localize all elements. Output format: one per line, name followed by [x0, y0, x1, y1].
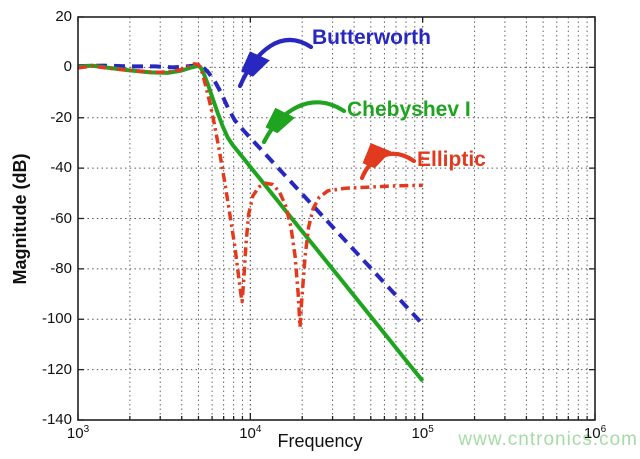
- y-tick-label: -120: [41, 360, 72, 378]
- grid-lines: [78, 17, 595, 420]
- y-tick-label: 20: [55, 8, 72, 25]
- plot-border: [77, 16, 596, 421]
- x-tick-label: 105: [411, 424, 434, 443]
- y-tick-label: -60: [50, 209, 72, 227]
- y-tick-label: -40: [50, 159, 72, 177]
- watermark-text: www.cntronics.com: [458, 429, 638, 450]
- y-tick-label: -20: [50, 108, 72, 126]
- annotation-arrow-1: [237, 37, 314, 89]
- y-tick-label: 0: [63, 58, 72, 76]
- y-tick-label: -80: [50, 259, 72, 277]
- y-tick-label: -140: [41, 411, 72, 428]
- annotation-arrow-2: [261, 100, 347, 145]
- series-elliptic: [77, 62, 423, 329]
- annotation-label-elliptic: Elliptic: [417, 148, 486, 171]
- x-axis-title: Frequency: [277, 431, 363, 451]
- annotation-arrow-3: [359, 154, 417, 181]
- x-tick-label: 103: [66, 424, 90, 443]
- annotation-label-chebyshev-i: Chebyshev I: [347, 98, 471, 121]
- x-tick-label: 104: [239, 424, 262, 443]
- x-tick-label: 106: [583, 424, 607, 443]
- annotation-label-butterworth: Butterworth: [312, 26, 431, 49]
- y-tick-label: -100: [41, 310, 72, 328]
- series-butterworth: [77, 63, 425, 326]
